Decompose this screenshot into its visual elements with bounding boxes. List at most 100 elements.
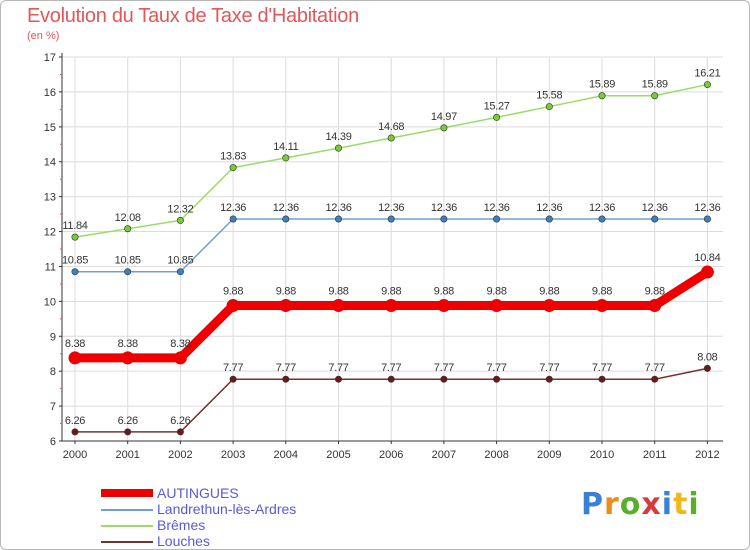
data-label: 8.38 (118, 338, 138, 350)
logo-letter: o (619, 487, 642, 522)
data-label: 6.26 (170, 415, 190, 427)
x-tick-label: 2010 (590, 449, 614, 461)
x-tick-label: 2011 (643, 449, 667, 461)
logo-letter: P (581, 487, 604, 522)
data-point (121, 351, 135, 365)
data-point (651, 92, 659, 100)
legend-swatch-louches (101, 541, 153, 543)
legend-swatch-landrethun (101, 509, 153, 511)
data-label: 12.36 (431, 202, 457, 214)
x-tick-label: 2012 (695, 449, 719, 461)
data-point (176, 268, 184, 276)
data-label: 8.08 (697, 351, 717, 363)
data-point (282, 375, 290, 383)
data-label: 15.89 (589, 79, 615, 91)
x-tick-label: 2004 (274, 449, 298, 461)
data-label: 12.36 (378, 202, 404, 214)
data-point (176, 216, 184, 224)
logo-letter: t (673, 487, 689, 522)
data-label: 9.88 (539, 286, 559, 298)
data-label: 10.84 (694, 252, 720, 264)
data-label: 15.27 (484, 100, 510, 112)
data-label: 12.36 (273, 202, 299, 214)
data-label: 9.88 (276, 286, 296, 298)
data-label: 14.68 (378, 121, 404, 133)
data-label: 14.39 (325, 131, 351, 143)
data-point (124, 268, 132, 276)
data-point (493, 375, 501, 383)
legend-label-autingues: AUTINGUES (157, 485, 239, 501)
y-tick-label: 6 (50, 436, 56, 448)
data-label: 7.77 (434, 362, 454, 374)
data-label: 7.77 (592, 362, 612, 374)
logo-letter: r (604, 487, 620, 522)
y-tick-label: 16 (44, 87, 56, 99)
data-point (68, 351, 82, 365)
logo-letter: x (641, 487, 662, 522)
data-point (490, 299, 504, 313)
chart-subtitle: (en %) (27, 30, 60, 42)
x-tick-label: 2005 (326, 449, 350, 461)
data-point (542, 299, 556, 313)
data-label: 12.08 (115, 212, 141, 224)
data-label: 15.58 (536, 90, 562, 102)
data-label: 7.77 (381, 362, 401, 374)
data-point (440, 215, 448, 223)
data-point (440, 375, 448, 383)
data-point (229, 215, 237, 223)
data-label: 14.11 (273, 141, 298, 153)
data-point (282, 215, 290, 223)
data-point (703, 215, 711, 223)
data-label: 9.88 (328, 286, 348, 298)
data-point (545, 215, 553, 223)
data-point (282, 154, 290, 162)
data-point (387, 215, 395, 223)
data-point (545, 375, 553, 383)
x-tick-label: 2009 (537, 449, 561, 461)
data-label: 9.88 (645, 286, 665, 298)
data-point (595, 299, 609, 313)
data-label: 12.36 (220, 202, 246, 214)
y-tick-label: 11 (45, 261, 56, 273)
data-label: 9.88 (486, 286, 506, 298)
data-point (229, 375, 237, 383)
data-label: 8.38 (170, 338, 190, 350)
data-point (71, 233, 79, 241)
data-label: 6.26 (118, 415, 138, 427)
data-point (124, 225, 132, 233)
x-tick-label: 2002 (168, 449, 192, 461)
x-tick-label: 2006 (379, 449, 403, 461)
data-point (493, 113, 501, 121)
data-point (440, 124, 448, 132)
data-point (387, 134, 395, 142)
data-point (703, 364, 711, 372)
data-label: 7.77 (645, 362, 665, 374)
data-point (493, 215, 501, 223)
data-point (226, 299, 240, 313)
data-point (387, 375, 395, 383)
data-label: 15.89 (642, 79, 668, 91)
data-label: 7.77 (539, 362, 559, 374)
data-label: 9.88 (223, 286, 243, 298)
chart-title: Evolution du Taux de Taxe d'Habitation (27, 5, 359, 27)
x-tick-label: 2001 (115, 449, 139, 461)
data-point (229, 164, 237, 172)
data-label: 12.36 (642, 202, 668, 214)
legend-label-bremes: Brêmes (157, 517, 206, 533)
data-label: 7.77 (486, 362, 506, 374)
data-point (334, 215, 342, 223)
data-point (173, 351, 187, 365)
data-point (651, 215, 659, 223)
data-point (332, 299, 345, 313)
data-point (437, 299, 451, 313)
data-label: 7.77 (223, 362, 243, 374)
data-label: 12.36 (325, 202, 351, 214)
x-tick-label: 2008 (484, 449, 508, 461)
data-point (176, 428, 184, 436)
data-point (598, 215, 606, 223)
data-label: 12.36 (589, 202, 615, 214)
data-label: 12.36 (536, 202, 562, 214)
legend-swatch-autingues (101, 489, 153, 497)
